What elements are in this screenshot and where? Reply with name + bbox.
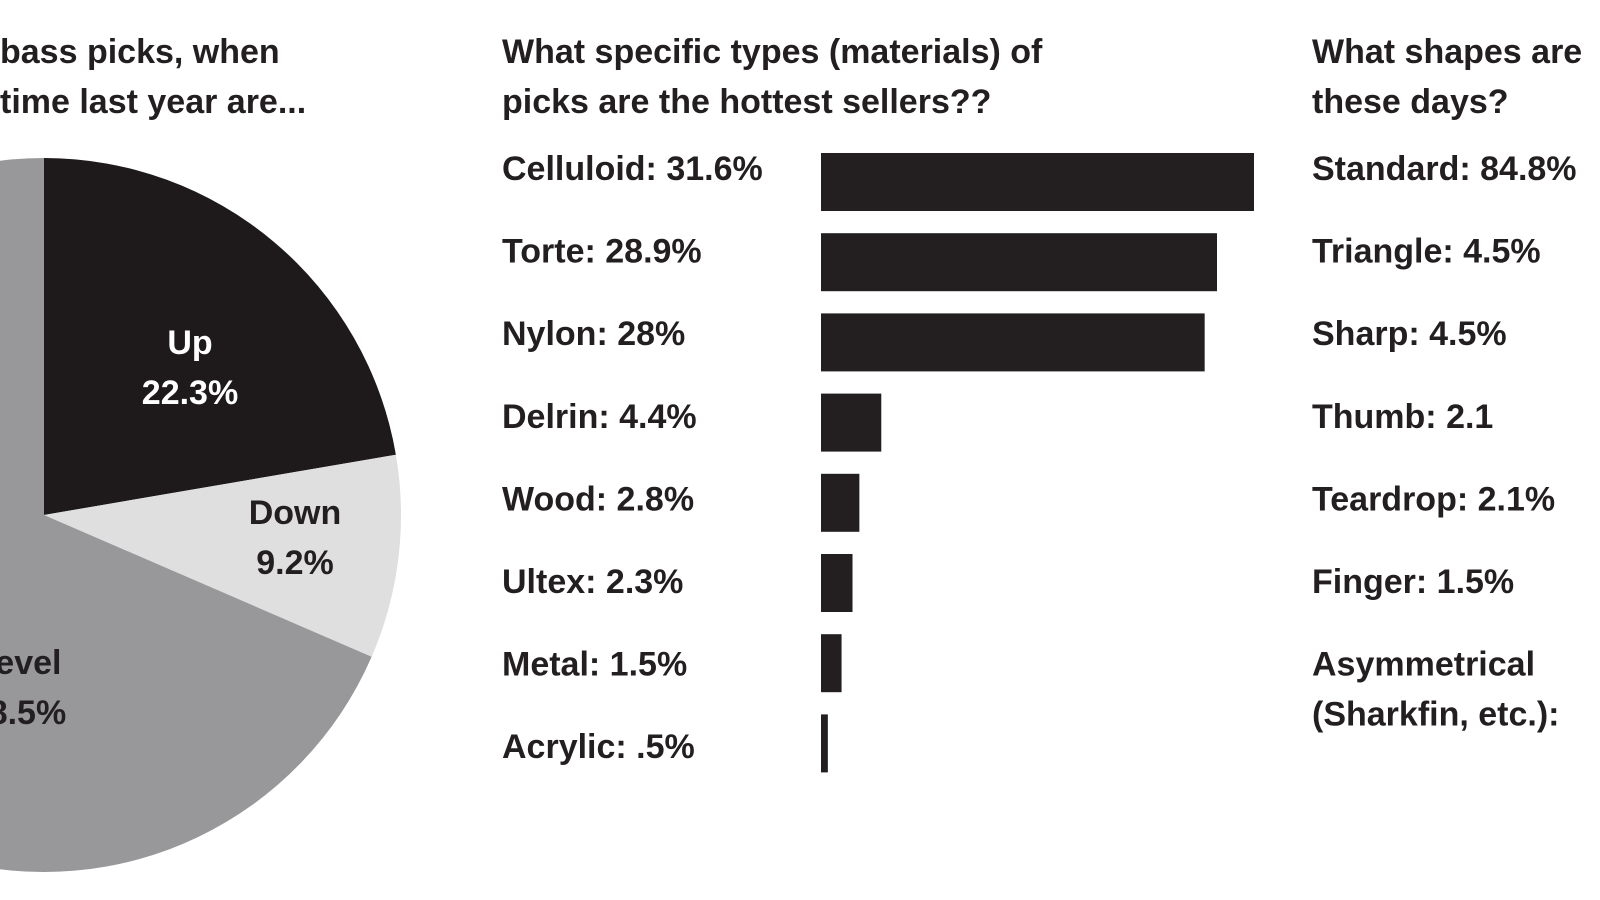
bar — [821, 313, 1205, 372]
list-item: Sharp: 4.5% — [1312, 315, 1507, 353]
list-item: Standard: 84.8% — [1312, 150, 1577, 188]
pie-slice — [44, 454, 401, 657]
list-item: Teardrop: 2.1% — [1312, 480, 1555, 518]
list-item: Finger: 1.5% — [1312, 563, 1514, 601]
chart-title: bass picks, when — [0, 33, 280, 71]
slice-value: 68.5% — [0, 694, 66, 732]
chart-title: these days? — [1312, 83, 1509, 121]
bar — [821, 393, 882, 452]
category-label: Celluloid: 31.6% — [502, 150, 763, 188]
category-label: Delrin: 4.4% — [502, 398, 697, 436]
category-label: Wood: 2.8% — [502, 480, 694, 518]
bar — [821, 634, 842, 693]
bar — [821, 233, 1218, 292]
list-item: Triangle: 4.5% — [1312, 233, 1541, 271]
bar — [821, 714, 828, 773]
category-label: Metal: 1.5% — [502, 646, 687, 684]
pie-slice — [44, 158, 396, 515]
chart-title: time last year are... — [0, 83, 306, 121]
list-item: Thumb: 2.1 — [1312, 398, 1493, 436]
slice-value: 22.3% — [142, 374, 238, 412]
pie-slice — [0, 158, 372, 872]
category-label: Nylon: 28% — [502, 315, 685, 353]
chart-title: picks are the hottest sellers?? — [502, 83, 991, 121]
chart-title: What specific types (materials) of — [502, 33, 1043, 71]
slice-label: Up — [167, 324, 212, 362]
bar — [821, 153, 1254, 211]
category-label: Acrylic: .5% — [502, 728, 695, 766]
list-item: Asymmetrical — [1312, 646, 1535, 684]
category-label: Torte: 28.9% — [502, 233, 702, 271]
slice-label: Down — [249, 494, 342, 532]
list-item: (Sharkfin, etc.): — [1312, 696, 1559, 734]
chart-title: What shapes are — [1312, 33, 1582, 71]
slice-label: Level — [0, 644, 61, 682]
category-label: Ultex: 2.3% — [502, 563, 683, 601]
bar — [821, 554, 853, 612]
slice-value: 9.2% — [256, 544, 334, 582]
bar — [821, 473, 860, 532]
